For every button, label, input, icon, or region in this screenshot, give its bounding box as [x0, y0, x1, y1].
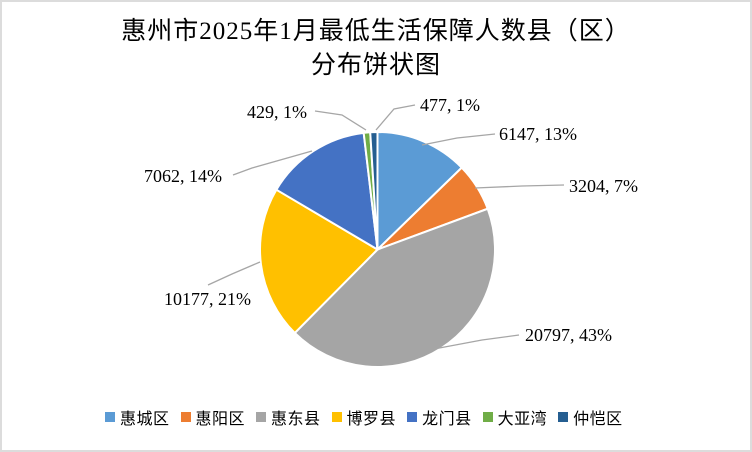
- legend-item-7: 仲恺区: [558, 405, 623, 429]
- legend-marker-icon: [558, 412, 569, 422]
- legend-marker-icon: [331, 412, 342, 422]
- leader-line-3: [433, 334, 520, 350]
- data-label-7: 477, 1%: [420, 95, 480, 115]
- legend-item-2: 惠阳区: [180, 405, 246, 429]
- legend-label: 博罗县: [346, 411, 397, 428]
- legend-marker-icon: [407, 412, 418, 422]
- legend-label: 仲恺区: [573, 411, 623, 428]
- legend-label: 惠阳区: [195, 411, 246, 428]
- legend-label: 龙门县: [422, 411, 472, 428]
- legend-item-6: 大亚湾: [482, 405, 548, 429]
- legend-item-1: 惠城区: [105, 405, 170, 429]
- pie-slice-7: [369, 131, 379, 251]
- leader-line-2: [474, 184, 565, 189]
- leader-line-7: [375, 104, 416, 131]
- leader-line-6: [314, 110, 367, 131]
- legend-item-3: 惠东县: [256, 405, 321, 429]
- chart-title: 惠州市2025年1月最低生活保障人数县（区） 分布饼状图: [2, 15, 750, 83]
- pie-slice-5: [275, 131, 379, 251]
- legend-label: 惠城区: [120, 411, 170, 428]
- legend-marker-icon: [180, 412, 191, 422]
- data-label-4: 10177, 21%: [164, 289, 251, 309]
- legend-marker-icon: [105, 412, 115, 422]
- leader-line-1: [421, 133, 496, 146]
- legend-item-5: 龙门县: [407, 405, 472, 429]
- pie-slice-1: [376, 131, 463, 251]
- chart-title-line2: 分布饼状图: [310, 52, 441, 79]
- data-label-1: 6147, 13%: [499, 124, 577, 144]
- legend-item-4: 博罗县: [331, 405, 397, 429]
- data-label-2: 3204, 7%: [569, 176, 638, 196]
- legend-label: 惠东县: [271, 411, 321, 428]
- leader-line-4: [207, 261, 261, 286]
- data-label-6: 429, 1%: [247, 102, 307, 122]
- chart-legend: 惠城区 惠阳区 惠东县 博罗县 龙门县 大亚湾 仲恺区: [105, 405, 623, 429]
- data-label-5: 7062, 14%: [144, 166, 222, 186]
- chart-title-line1: 惠州市2025年1月最低生活保障人数县（区）: [121, 18, 631, 45]
- leader-line-5: [232, 150, 313, 176]
- data-label-3: 20797, 43%: [525, 325, 612, 345]
- pie-slice-4: [259, 188, 379, 334]
- legend-marker-icon: [482, 412, 493, 422]
- legend-marker-icon: [256, 412, 267, 422]
- legend-label: 大亚湾: [497, 411, 548, 428]
